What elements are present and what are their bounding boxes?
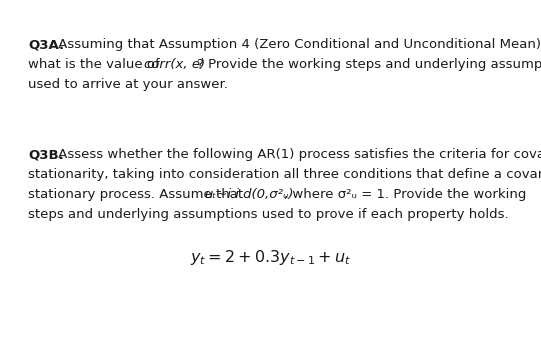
Text: ? Provide the working steps and underlying assumptions: ? Provide the working steps and underlyi… bbox=[197, 58, 541, 71]
Text: uₜ~i.i.d(0,σ²ᵤ): uₜ~i.i.d(0,σ²ᵤ) bbox=[204, 188, 294, 201]
Text: Assess whether the following AR(1) process satisfies the criteria for covariance: Assess whether the following AR(1) proce… bbox=[54, 148, 541, 161]
Text: Q3B.: Q3B. bbox=[28, 148, 64, 161]
Text: stationary process. Assume that: stationary process. Assume that bbox=[28, 188, 247, 201]
Text: steps and underlying assumptions used to prove if each property holds.: steps and underlying assumptions used to… bbox=[28, 208, 509, 221]
Text: what is the value of: what is the value of bbox=[28, 58, 164, 71]
Text: stationarity, taking into consideration all three conditions that define a covar: stationarity, taking into consideration … bbox=[28, 168, 541, 181]
Text: Assuming that Assumption 4 (Zero Conditional and Unconditional Mean) holds,: Assuming that Assumption 4 (Zero Conditi… bbox=[54, 38, 541, 51]
Text: corr(x, e): corr(x, e) bbox=[144, 58, 205, 71]
Text: , where σ²ᵤ = 1. Provide the working: , where σ²ᵤ = 1. Provide the working bbox=[284, 188, 526, 201]
Text: $y_t = 2 + 0.3y_{t-1} + u_t$: $y_t = 2 + 0.3y_{t-1} + u_t$ bbox=[190, 248, 351, 267]
Text: used to arrive at your answer.: used to arrive at your answer. bbox=[28, 78, 228, 91]
Text: Q3A.: Q3A. bbox=[28, 38, 64, 51]
